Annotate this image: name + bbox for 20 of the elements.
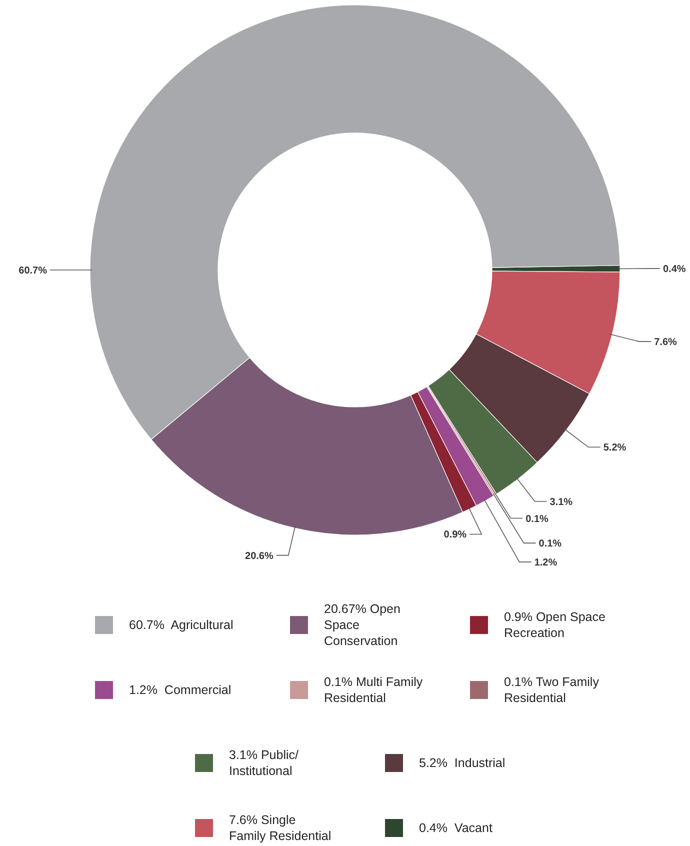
legend-label: 0.1% Two Family Residential: [504, 675, 600, 705]
legend-label: 60.7% Agricultural: [129, 618, 234, 632]
legend-label: 0.1% Multi Family Residential: [324, 675, 424, 705]
legend-label: 3.1% Public/ Institutional: [229, 748, 300, 778]
data-label: 0.9%: [444, 530, 467, 541]
legend-label: 1.2% Commercial: [129, 683, 232, 697]
data-label: 0.1%: [538, 538, 562, 550]
legend-label: 7.6% Single Family Residential: [229, 813, 332, 843]
legend-label: 0.9% Open Space Recreation: [504, 610, 606, 640]
data-label: 20.6%: [245, 550, 274, 562]
data-label: 3.1%: [550, 496, 573, 508]
data-label: 0.4%: [662, 264, 686, 276]
data-label: 0.1%: [526, 514, 549, 525]
data-label: 60.7%: [18, 266, 48, 276]
legend-label: 5.2% Industrial: [419, 756, 506, 770]
legend-label: 20.67% Open Space Conservation: [324, 602, 400, 648]
data-label: 7.6%: [654, 337, 678, 348]
data-label: 5.2%: [603, 442, 626, 454]
data-label: 1.2%: [534, 557, 558, 568]
legend-label: 0.4% Vacant: [419, 821, 493, 835]
